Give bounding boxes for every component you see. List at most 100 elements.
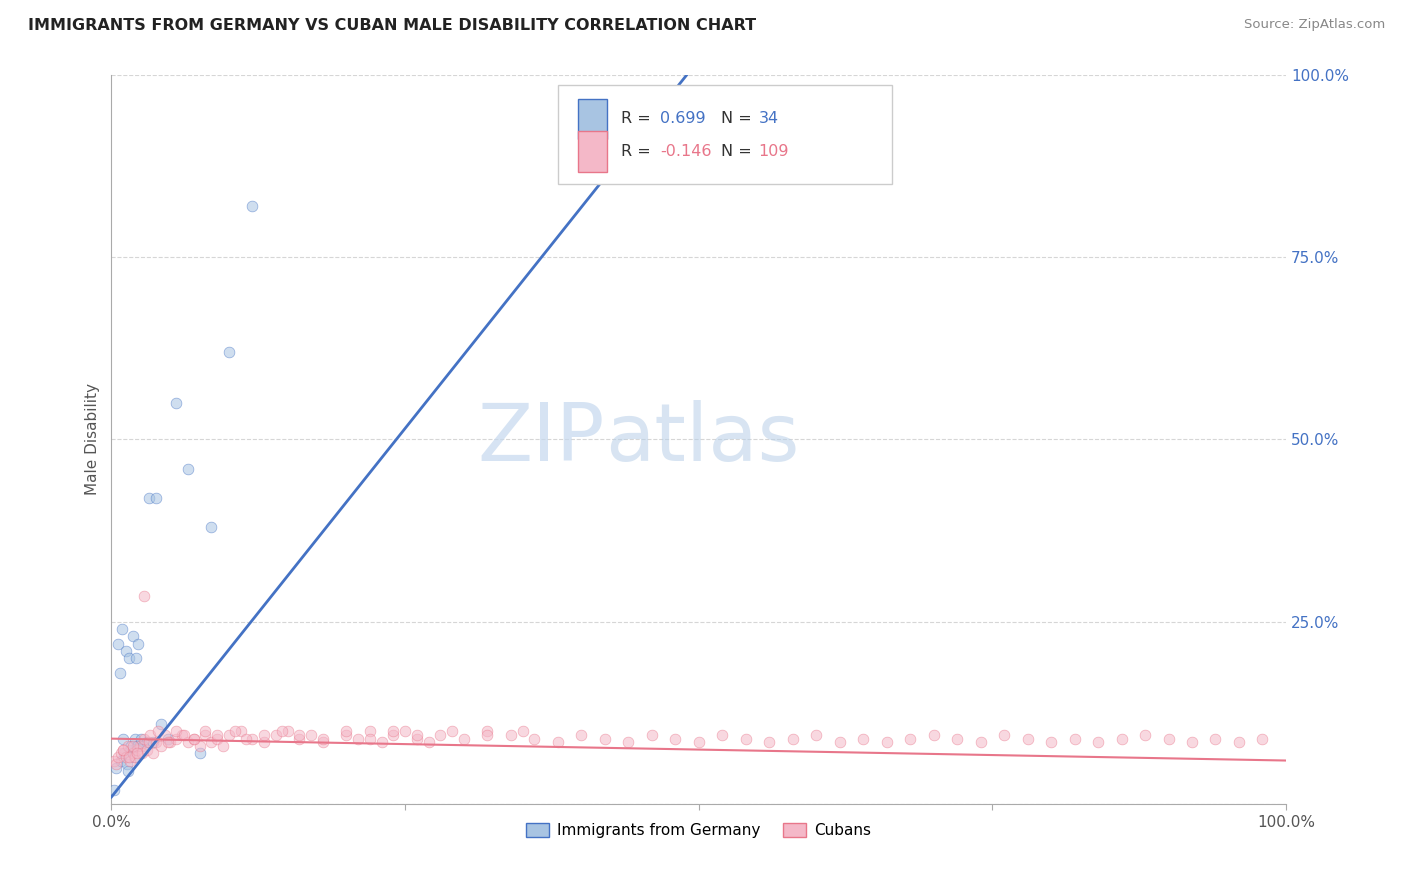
Point	[117, 764, 139, 779]
Text: atlas: atlas	[605, 401, 799, 478]
Point	[1181, 735, 1204, 749]
Point	[132, 739, 155, 753]
Point	[121, 746, 143, 760]
Point	[156, 735, 179, 749]
Point	[547, 735, 569, 749]
Point	[1204, 731, 1226, 746]
Point	[121, 739, 143, 753]
Point	[1133, 728, 1156, 742]
Point	[134, 731, 156, 746]
Point	[183, 731, 205, 746]
Legend: Immigrants from Germany, Cubans: Immigrants from Germany, Cubans	[520, 817, 877, 844]
Text: ZIP: ZIP	[478, 401, 605, 478]
Point	[170, 728, 193, 742]
Point	[141, 735, 163, 749]
Point	[114, 644, 136, 658]
Text: 109: 109	[759, 144, 789, 159]
Point	[299, 728, 322, 742]
Point	[593, 731, 616, 746]
Point	[1111, 731, 1133, 746]
Point	[418, 735, 440, 749]
Point	[347, 731, 370, 746]
Point	[277, 724, 299, 739]
Point	[235, 731, 257, 746]
Point	[177, 735, 200, 749]
Point	[110, 754, 132, 768]
Point	[121, 630, 143, 644]
Text: 0.699: 0.699	[659, 112, 706, 126]
FancyBboxPatch shape	[578, 131, 607, 171]
Point	[110, 746, 132, 760]
Point	[103, 782, 125, 797]
Point	[898, 731, 921, 746]
Point	[165, 731, 187, 746]
Point	[127, 637, 149, 651]
Point	[229, 724, 252, 739]
Point	[118, 651, 141, 665]
Point	[115, 757, 138, 772]
Point	[335, 724, 357, 739]
Point	[370, 735, 392, 749]
Point	[120, 739, 142, 753]
Point	[405, 728, 427, 742]
Point	[224, 724, 246, 739]
Point	[117, 739, 139, 753]
Point	[512, 724, 534, 739]
Point	[105, 757, 128, 772]
Point	[499, 728, 522, 742]
Point	[156, 731, 179, 746]
Point	[523, 731, 546, 746]
Point	[139, 728, 162, 742]
Point	[200, 735, 222, 749]
Point	[112, 746, 135, 760]
Point	[1063, 731, 1085, 746]
Point	[1087, 735, 1109, 749]
Point	[183, 731, 205, 746]
Point	[218, 728, 240, 742]
Point	[155, 728, 177, 742]
Point	[128, 739, 150, 753]
Point	[359, 724, 381, 739]
Point	[240, 731, 263, 746]
Point	[125, 651, 148, 665]
Point	[212, 739, 235, 753]
Point	[711, 728, 734, 742]
Point	[205, 728, 228, 742]
Point	[124, 750, 146, 764]
Point	[127, 739, 149, 753]
FancyBboxPatch shape	[558, 86, 893, 184]
Point	[129, 731, 152, 746]
Point	[852, 731, 875, 746]
Point	[253, 728, 276, 742]
FancyBboxPatch shape	[578, 99, 607, 139]
Point	[969, 735, 991, 749]
Point	[1227, 735, 1250, 749]
Point	[114, 750, 136, 764]
Point	[758, 735, 780, 749]
Point	[120, 754, 142, 768]
Text: 34: 34	[759, 112, 779, 126]
Point	[782, 731, 804, 746]
Text: R =: R =	[621, 112, 657, 126]
Point	[335, 728, 357, 742]
Point	[253, 735, 276, 749]
Point	[993, 728, 1015, 742]
Point	[135, 742, 157, 756]
Point	[641, 728, 664, 742]
Point	[107, 637, 129, 651]
Point	[111, 622, 134, 636]
Point	[922, 728, 945, 742]
Point	[441, 724, 464, 739]
Point	[148, 724, 170, 739]
Point	[264, 728, 287, 742]
Text: -0.146: -0.146	[659, 144, 711, 159]
Point	[122, 750, 145, 764]
Text: Source: ZipAtlas.com: Source: ZipAtlas.com	[1244, 18, 1385, 31]
Point	[429, 728, 451, 742]
Point	[105, 761, 128, 775]
Point	[734, 731, 756, 746]
Point	[127, 742, 149, 756]
Point	[165, 396, 187, 410]
Point	[103, 754, 125, 768]
Point	[173, 728, 195, 742]
